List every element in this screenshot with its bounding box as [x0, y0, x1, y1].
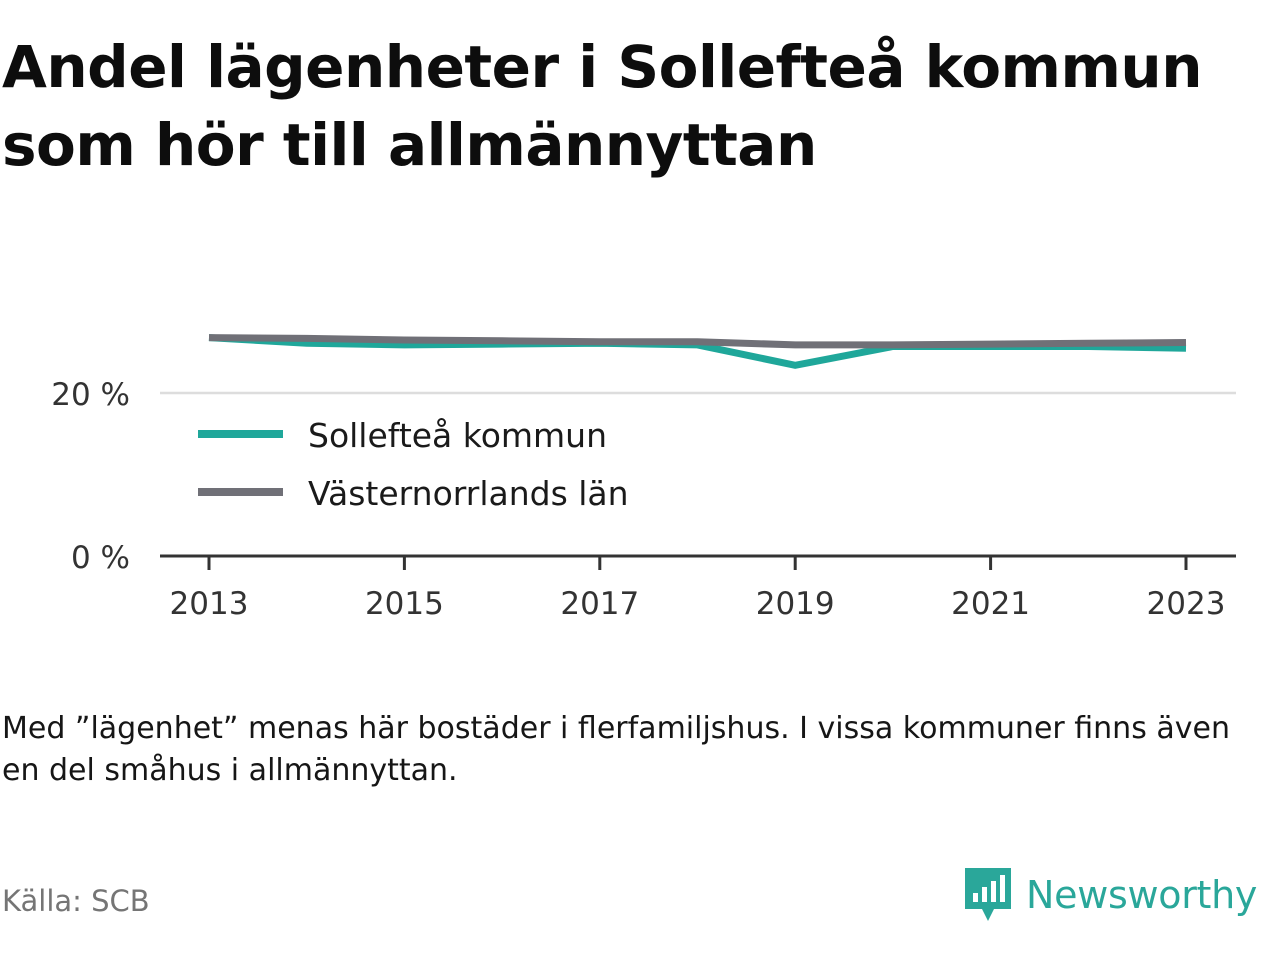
- brand-name: Newsworthy: [1026, 873, 1258, 917]
- x-tick-label: 2015: [365, 586, 444, 622]
- newsworthy-logo-icon: [965, 868, 1011, 921]
- axis-layer: 0 % 20 % 2013 2015 2017 2019 2021 2023: [51, 377, 1236, 622]
- x-tick-label: 2023: [1147, 586, 1226, 622]
- x-tick-label: 2019: [756, 586, 835, 622]
- x-tick-label: 2017: [560, 586, 639, 622]
- legend-label-1: Sollefteå kommun: [308, 416, 607, 455]
- x-tick-label: 2021: [951, 586, 1030, 622]
- series-line-2: [208, 334, 1187, 349]
- y-tick-label: 20 %: [51, 377, 130, 413]
- source-label: Källa: SCB: [2, 884, 150, 918]
- series-layer: [208, 334, 1187, 369]
- line-chart: 0 % 20 % 2013 2015 2017 2019 2021 2023 Sollefte…: [51, 334, 1236, 622]
- brand-logo: Newsworthy: [962, 862, 1257, 928]
- chart-note: Med ”lägenhet” menas här bostäder i fler…: [2, 711, 1230, 788]
- y-tick-label: 0 %: [71, 540, 130, 576]
- chart-title: Andel lägenheter i Sollefteå kommun som …: [2, 33, 1203, 179]
- legend-label-2: Västernorrlands län: [308, 474, 629, 513]
- legend: Sollefteå kommun Västernorrlands län: [198, 416, 629, 513]
- x-tick-label: 2013: [170, 586, 249, 622]
